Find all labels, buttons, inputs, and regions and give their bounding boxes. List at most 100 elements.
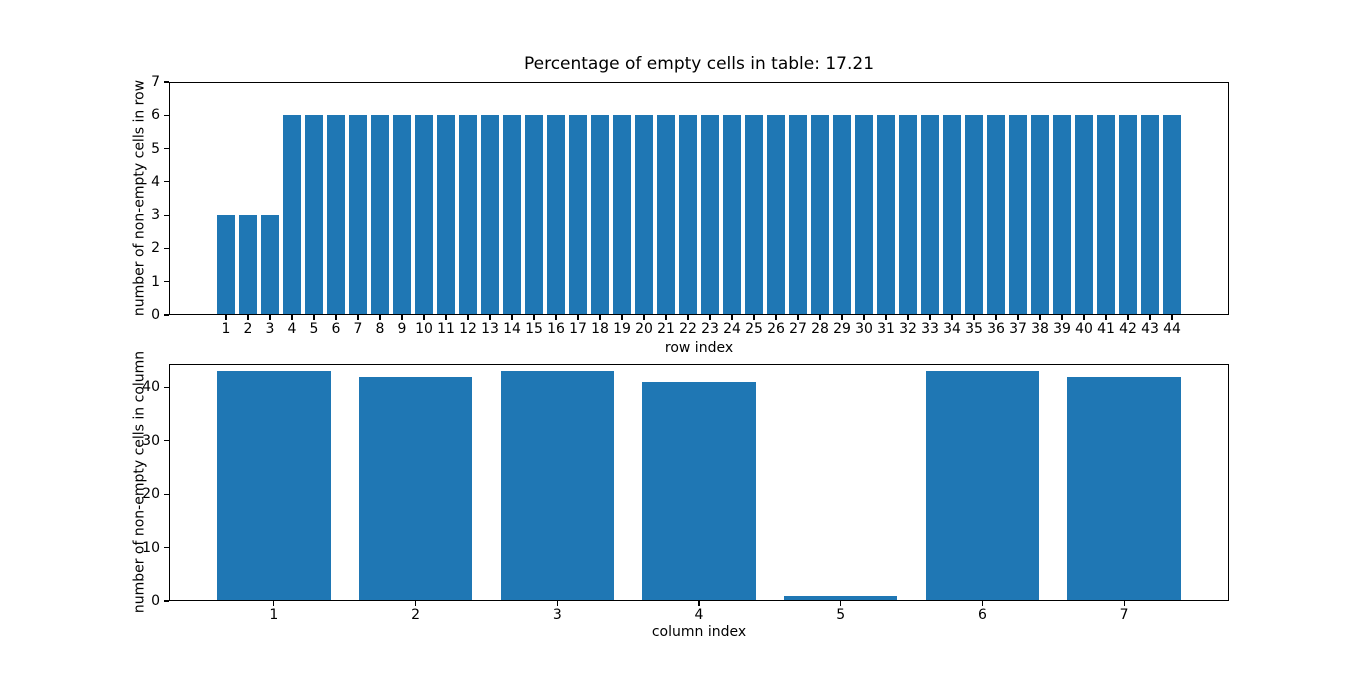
x-tick <box>247 315 249 320</box>
x-tick <box>1105 315 1107 320</box>
bar <box>1075 115 1093 315</box>
bar <box>358 376 473 601</box>
bar <box>305 115 323 315</box>
y-tick <box>164 114 169 116</box>
x-tick-label: 4 <box>287 321 297 337</box>
bar <box>613 115 631 315</box>
x-tick <box>951 315 953 320</box>
x-tick-label: 1 <box>221 321 231 337</box>
x-tick-label: 3 <box>265 321 275 337</box>
x-tick-label: 9 <box>397 321 407 337</box>
x-tick <box>269 315 271 320</box>
x-tick-label: 43 <box>1141 321 1159 337</box>
y-tick-label: 1 <box>151 273 160 290</box>
y-tick-label: 7 <box>151 74 160 90</box>
bar <box>965 115 983 315</box>
x-tick <box>335 315 337 320</box>
x-tick-label: 26 <box>767 321 785 337</box>
x-tick <box>313 315 315 320</box>
y-tick-label: 40 <box>142 379 160 396</box>
y-tick <box>164 81 169 83</box>
x-tick <box>1061 315 1063 320</box>
x-tick-label: 30 <box>855 321 873 337</box>
bar <box>1141 115 1159 315</box>
x-tick <box>687 315 689 320</box>
x-tick-label: 5 <box>309 321 319 337</box>
y-tick <box>164 214 169 216</box>
x-tick <box>819 315 821 320</box>
bar <box>657 115 675 315</box>
y-tick <box>164 440 169 442</box>
x-tick-label: 32 <box>899 321 917 337</box>
x-tick <box>775 315 777 320</box>
x-tick-label: 4 <box>694 607 704 623</box>
x-tick-label: 3 <box>552 607 562 623</box>
x-tick <box>556 601 558 606</box>
bar <box>1031 115 1049 315</box>
x-tick <box>840 601 842 606</box>
y-tick <box>164 281 169 283</box>
x-tick-label: 22 <box>679 321 697 337</box>
bar <box>723 115 741 315</box>
y-tick-label: 3 <box>151 207 160 224</box>
y-tick-label: 0 <box>151 307 160 323</box>
x-tick <box>533 315 535 320</box>
bar <box>811 115 829 315</box>
bar <box>283 115 301 315</box>
x-tick-label: 29 <box>833 321 851 337</box>
x-tick-label: 33 <box>921 321 939 337</box>
bar <box>327 115 345 315</box>
x-tick <box>753 315 755 320</box>
chart-title: Percentage of empty cells in table: 17.2… <box>523 54 875 74</box>
x-tick-label: 36 <box>987 321 1005 337</box>
bar <box>459 115 477 315</box>
bar <box>767 115 785 315</box>
y-tick-label: 30 <box>142 432 160 449</box>
x-tick-label: 6 <box>977 607 987 623</box>
x-tick <box>489 315 491 320</box>
x-tick-label: 2 <box>411 607 421 623</box>
x-tick <box>379 315 381 320</box>
x-tick <box>1171 315 1173 320</box>
x-tick <box>467 315 469 320</box>
bar <box>481 115 499 315</box>
bar <box>1009 115 1027 315</box>
x-tick <box>797 315 799 320</box>
y-tick-label: 0 <box>151 593 160 609</box>
x-tick-label: 7 <box>353 321 363 337</box>
y-tick <box>164 493 169 495</box>
y-tick <box>164 547 169 549</box>
x-tick-label: 13 <box>481 321 499 337</box>
x-tick-label: 34 <box>943 321 961 337</box>
row-chart-axes: 1 2 3 4 5 6 7 8 9 10 11 12 13 14 15 16 17 18 19 20 21 22 23 24 2… <box>151 74 1229 337</box>
x-tick-label: 2 <box>243 321 253 337</box>
y-tick-label: 6 <box>151 107 160 124</box>
x-tick <box>885 315 887 320</box>
x-tick <box>621 315 623 320</box>
x-tick <box>929 315 931 320</box>
x-tick-label: 31 <box>877 321 895 337</box>
x-tick-label: 19 <box>613 321 631 337</box>
bar <box>525 115 543 315</box>
bar <box>1163 115 1181 315</box>
x-tick-label: 10 <box>415 321 433 337</box>
bar <box>925 371 1040 601</box>
x-tick <box>577 315 579 320</box>
y-tick-label: 10 <box>142 539 160 556</box>
y-tick-label: 20 <box>142 486 160 503</box>
bar <box>1097 115 1115 315</box>
bar <box>855 115 873 315</box>
y-tick-label: 4 <box>151 173 160 190</box>
x-tick-label: 35 <box>965 321 983 337</box>
bar <box>591 115 609 315</box>
bar <box>569 115 587 315</box>
column-chart-ylabel: number of non-empty cells in column <box>131 350 148 614</box>
bar <box>943 115 961 315</box>
bar <box>437 115 455 315</box>
bar <box>217 215 235 315</box>
y-tick <box>164 600 169 602</box>
x-tick-label: 24 <box>723 321 741 337</box>
x-tick-label: 6 <box>331 321 341 337</box>
bar <box>877 115 895 315</box>
bar <box>745 115 763 315</box>
